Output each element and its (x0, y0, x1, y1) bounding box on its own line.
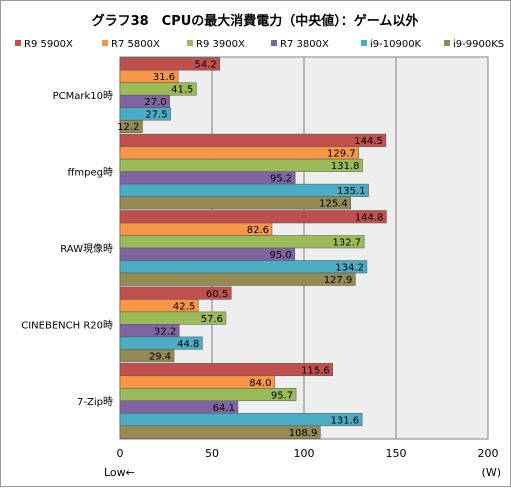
bar (119, 107, 171, 121)
x-tick-label: 200 (478, 447, 499, 460)
legend-swatch (361, 40, 367, 46)
category-label: RAW現像時 (60, 243, 113, 255)
bar-value-label: 95.2 (270, 174, 292, 185)
x-tick-label: 0 (117, 447, 124, 460)
legend-entry: R7 3800X (280, 39, 329, 50)
x-tick-labels: 0 50 100 150 200 (117, 447, 499, 460)
bar-value-label: 84.0 (249, 378, 271, 389)
bar-value-label: 95.7 (271, 390, 293, 401)
bar-value-label: 41.5 (171, 85, 193, 96)
bar (119, 133, 387, 147)
bar-value-label: 29.4 (149, 351, 171, 362)
bar (119, 210, 387, 224)
bar-value-label: 82.6 (247, 225, 269, 236)
bar-value-label: 64.1 (213, 403, 235, 414)
bar-value-label: 54.2 (194, 60, 216, 71)
bar-value-label: 131.6 (331, 415, 360, 426)
bar-value-label: 42.5 (173, 301, 195, 312)
bar (119, 388, 297, 402)
bar-value-label: 32.2 (154, 326, 176, 337)
bar-value-label: 144.8 (355, 213, 384, 224)
bar (119, 158, 363, 172)
bar-value-label: 131.8 (331, 161, 360, 172)
bar (119, 260, 368, 274)
category-label: 7-Zip時 (77, 396, 113, 408)
bar-value-label: 108.9 (289, 428, 318, 439)
legend-swatch (444, 40, 450, 46)
chart-title: グラフ38 CPUの最大消費電力（中央値）：ゲーム以外 (92, 13, 419, 29)
bar-value-label: 57.6 (201, 314, 223, 325)
bar (119, 272, 356, 286)
bar (119, 171, 296, 185)
bar (119, 146, 359, 160)
bar-value-label: 95.0 (270, 250, 292, 261)
bar-value-label: 129.7 (327, 149, 356, 160)
direction-note: Low← (104, 466, 135, 479)
bar-value-label: 115.6 (301, 365, 330, 376)
bar-value-label: 135.1 (337, 186, 366, 197)
category-label: CINEBENCH R20時 (21, 319, 113, 331)
bar-value-label: 12.2 (117, 122, 139, 133)
unit-label: (W) (482, 466, 501, 479)
x-tick-label: 50 (205, 447, 219, 460)
legend: R9 5900X R7 5800X R9 3900X R7 3800X i9-10900… (15, 39, 504, 50)
legend-swatch (271, 40, 277, 46)
bar-value-label: 144.5 (354, 136, 383, 147)
bar-value-label: 132.7 (333, 238, 362, 249)
bar-value-label: 31.6 (153, 72, 175, 83)
category-labels: PCMark10時 ffmpeg時 RAW現像時 CINEBENCH R20時 7-Zi… (21, 90, 113, 408)
bar-value-label: 44.8 (177, 339, 199, 350)
category-label: PCMark10時 (53, 90, 113, 102)
bar (119, 196, 351, 210)
bar (119, 119, 143, 133)
legend-swatch (15, 40, 21, 46)
legend-swatch (102, 40, 108, 46)
legend-entry: i9-9900KS (453, 39, 504, 50)
bar-value-label: 125.4 (319, 199, 348, 210)
x-tick-label: 150 (386, 447, 407, 460)
x-tick-label: 100 (294, 447, 315, 460)
bar-value-label: 27.0 (144, 97, 166, 108)
legend-entry: R9 3900X (196, 39, 245, 50)
category-label: ffmpeg時 (68, 167, 113, 179)
bar-value-label: 127.9 (324, 275, 353, 286)
legend-entry: R9 5900X (24, 39, 73, 50)
bar (119, 183, 369, 197)
bar-value-label: 27.5 (145, 110, 167, 121)
bar (119, 349, 175, 363)
legend-entry: R7 5800X (111, 39, 160, 50)
bar-value-label: 134.2 (335, 263, 364, 274)
bar (119, 425, 321, 439)
bar-value-label: 60.5 (206, 289, 228, 300)
bar (119, 413, 363, 427)
legend-entry: i9-10900K (370, 39, 422, 50)
bar (119, 235, 365, 249)
legend-swatch (187, 40, 193, 46)
